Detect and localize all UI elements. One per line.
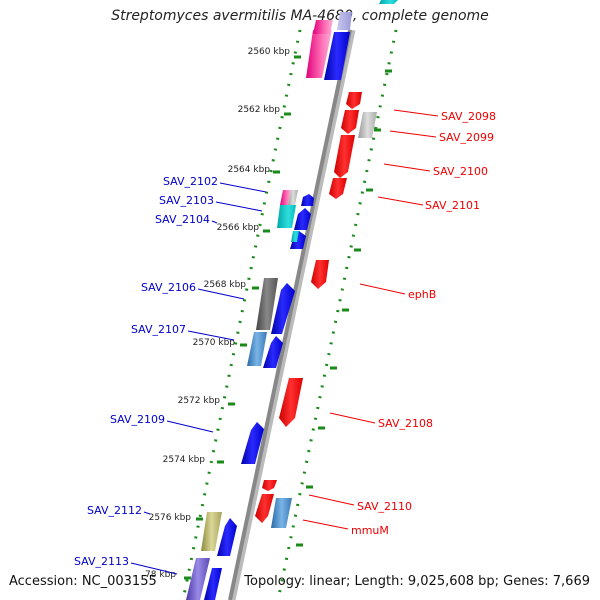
leader-line — [389, 130, 437, 138]
gene-arrow[interactable] — [290, 231, 306, 249]
gene-arrow[interactable] — [279, 378, 303, 427]
ruler-label: 2562 kbp — [238, 105, 281, 115]
ruler-label: 2570 kbp — [193, 338, 236, 348]
gene-arrow[interactable] — [262, 480, 277, 491]
genome-title: Streptomyces avermitilis MA-4680, comple… — [111, 8, 489, 24]
gene-arrow[interactable] — [311, 260, 329, 289]
gene-arrow[interactable] — [255, 494, 274, 523]
leader-line — [393, 109, 439, 117]
gene-block[interactable] — [313, 20, 333, 34]
gene-label-sav2106[interactable]: SAV_2106 — [141, 281, 196, 294]
gene-arrow[interactable] — [217, 518, 237, 556]
gene-label-sav2100[interactable]: SAV_2100 — [433, 165, 488, 178]
leader-line — [219, 182, 267, 193]
gene-block[interactable] — [256, 278, 278, 330]
ruler-label: 2564 kbp — [228, 165, 271, 175]
gene-block[interactable] — [271, 498, 292, 528]
gene-block[interactable] — [186, 558, 210, 600]
leader-line — [383, 163, 431, 172]
gene-label-sav2112[interactable]: SAV_2112 — [87, 504, 142, 517]
gene-block[interactable] — [280, 190, 291, 205]
leader-line — [329, 412, 376, 424]
gene-arrow[interactable] — [341, 110, 359, 134]
leader-line — [215, 201, 263, 212]
ruler-label: 78 kbp — [145, 570, 176, 580]
gene-label-sav2101[interactable]: SAV_2101 — [425, 199, 480, 212]
gene-block[interactable] — [277, 205, 296, 228]
gene-block[interactable] — [358, 112, 377, 138]
gene-arrow[interactable] — [263, 336, 283, 368]
left-gene-labels: SAV_2102 SAV_2103 SAV_2104 SAV_2106 SAV_… — [74, 175, 267, 575]
gene-arrow[interactable] — [294, 208, 311, 230]
forward-strand-genes — [186, 0, 398, 600]
gene-label-sav2098[interactable]: SAV_2098 — [441, 110, 496, 123]
topology-label: Topology: linear; Length: 9,025,608 bp; … — [244, 574, 590, 589]
ruler-label: 2566 kbp — [217, 223, 260, 233]
ruler-label: 2568 kbp — [204, 280, 247, 290]
gene-arrow[interactable] — [329, 178, 347, 199]
gene-arrow[interactable] — [241, 422, 264, 464]
gene-block[interactable] — [247, 332, 267, 366]
gene-block[interactable] — [291, 231, 299, 242]
gene-arrow[interactable] — [271, 283, 295, 334]
reverse-strand-genes — [255, 92, 377, 528]
right-gene-labels: SAV_2098 SAV_2099 SAV_2100 SAV_2101 ephB… — [302, 109, 496, 537]
leader-line — [143, 511, 151, 515]
leader-line — [302, 519, 349, 530]
gene-block[interactable] — [379, 0, 398, 4]
leader-line — [359, 283, 406, 295]
leader-line — [308, 494, 355, 506]
gene-label-sav2113[interactable]: SAV_2113 — [74, 555, 129, 568]
gene-arrow[interactable] — [301, 194, 314, 206]
ruler-label: 2572 kbp — [178, 396, 221, 406]
gene-label-sav2099[interactable]: SAV_2099 — [439, 131, 494, 144]
accession-label: Accession: NC_003155 — [9, 574, 157, 589]
gene-block[interactable] — [201, 512, 222, 551]
ruler-label: 2560 kbp — [248, 47, 291, 57]
gene-block[interactable] — [288, 190, 298, 205]
left-dotted-track — [181, 29, 302, 600]
leader-line — [130, 562, 178, 575]
gene-label-sav2108[interactable]: SAV_2108 — [378, 417, 433, 430]
right-dotted-track — [276, 29, 398, 600]
leader-line — [187, 330, 235, 341]
kbp-ruler: 2560 kbp 2562 kbp 2564 kbp 2566 kbp 2568… — [145, 47, 301, 580]
gene-label-sav2104[interactable]: SAV_2104 — [155, 213, 210, 226]
gene-label-sav2103[interactable]: SAV_2103 — [159, 194, 214, 207]
leader-line — [377, 196, 424, 206]
gene-label-ephb[interactable]: ephB — [408, 288, 436, 301]
gene-label-mmum[interactable]: mmuM — [351, 524, 389, 537]
leader-line — [211, 220, 218, 224]
gene-block[interactable] — [306, 30, 332, 78]
leader-line — [197, 288, 245, 300]
gene-arrow[interactable] — [334, 135, 355, 178]
gene-label-sav2109[interactable]: SAV_2109 — [110, 413, 165, 426]
gene-arrow[interactable] — [346, 92, 362, 109]
ruler-label: 2574 kbp — [163, 455, 206, 465]
gene-block[interactable] — [337, 12, 352, 30]
genome-backbone — [228, 29, 352, 600]
ruler-label: 2576 kbp — [149, 513, 192, 523]
gene-arrow[interactable] — [324, 32, 350, 80]
leader-line — [166, 420, 214, 433]
gene-label-sav2107[interactable]: SAV_2107 — [131, 323, 186, 336]
gene-label-sav2102[interactable]: SAV_2102 — [163, 175, 218, 188]
gene-arrow[interactable] — [204, 568, 222, 600]
gene-label-sav2110[interactable]: SAV_2110 — [357, 500, 412, 513]
right-track-ticks — [296, 69, 392, 547]
